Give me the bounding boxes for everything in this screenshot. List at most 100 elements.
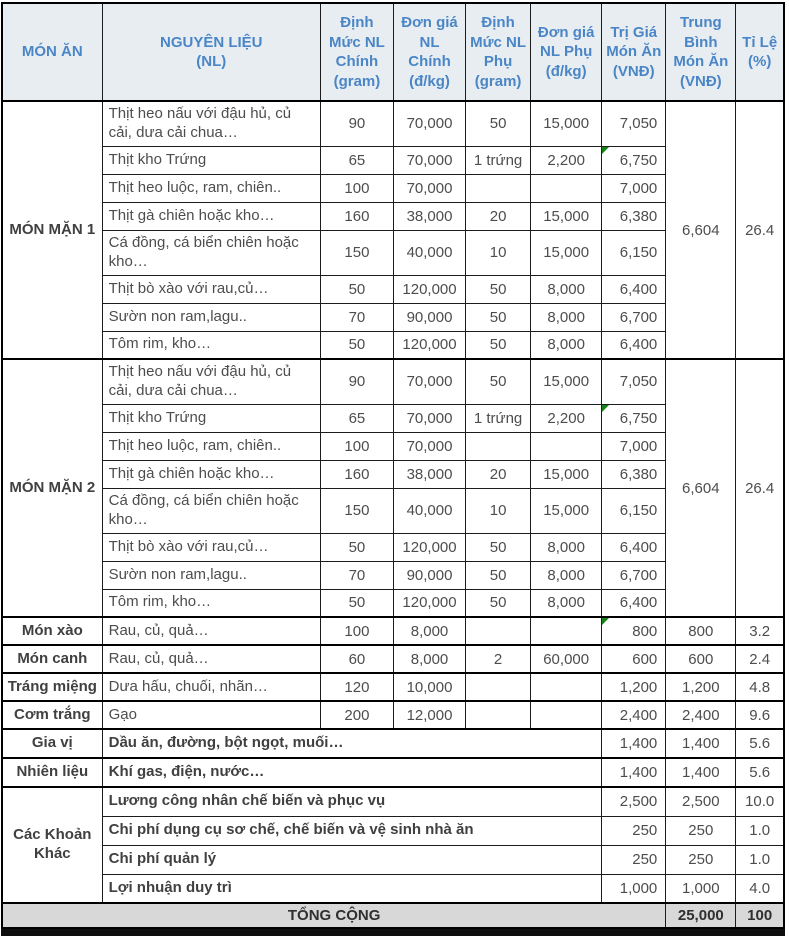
dish-value-cell[interactable]: 1,200: [601, 672, 667, 702]
main-price-cell[interactable]: 90,000: [392, 560, 467, 590]
dish-value-cell[interactable]: 2,400: [601, 700, 667, 730]
main-qty-cell[interactable]: 150: [319, 487, 394, 534]
dish-value-cell[interactable]: 2,500: [601, 786, 667, 817]
main-qty-cell[interactable]: 50: [319, 588, 394, 618]
dish-value-cell[interactable]: 1,400: [601, 757, 667, 788]
average-cell[interactable]: 250: [665, 844, 737, 875]
sub-price-cell[interactable]: 8,000: [530, 532, 603, 562]
main-price-cell[interactable]: 70,000: [392, 145, 467, 175]
main-price-cell[interactable]: 70,000: [392, 431, 467, 461]
average-cell[interactable]: 800: [665, 616, 737, 646]
dish-value-cell[interactable]: 6,400: [601, 274, 667, 304]
ratio-cell[interactable]: 9.6: [735, 700, 785, 730]
average-cell[interactable]: 250: [665, 815, 737, 846]
main-price-cell[interactable]: 40,000: [392, 487, 467, 534]
main-qty-cell[interactable]: 50: [319, 330, 394, 360]
main-qty-cell[interactable]: 60: [319, 644, 394, 674]
ingredient-cell[interactable]: Thịt kho Trứng: [101, 145, 321, 175]
dish-value-cell[interactable]: 6,400: [601, 532, 667, 562]
ratio-cell[interactable]: 26.4: [735, 358, 785, 618]
description-cell[interactable]: Khí gas, điện, nước…: [101, 757, 603, 788]
main-price-cell[interactable]: 120,000: [392, 532, 467, 562]
total-ratio-cell[interactable]: 100: [735, 902, 785, 929]
column-header-3[interactable]: Định Mức NL Chính (gram): [319, 2, 394, 102]
main-price-cell[interactable]: 70,000: [392, 173, 467, 203]
column-header-6[interactable]: Đơn giá NL Phụ (đ/kg): [530, 2, 603, 102]
column-header-1[interactable]: MÓN ĂN: [1, 2, 103, 102]
sub-price-cell[interactable]: 8,000: [530, 560, 603, 590]
column-header-4[interactable]: Đơn giá NL Chính (đ/kg): [392, 2, 467, 102]
dish-value-cell[interactable]: 250: [601, 844, 667, 875]
ingredient-cell[interactable]: Thịt bò xào với rau,củ…: [101, 274, 321, 304]
dish-cell[interactable]: Cơm trắng: [1, 700, 103, 730]
dish-value-cell[interactable]: 6,700: [601, 302, 667, 332]
sub-qty-cell[interactable]: 50: [465, 588, 532, 618]
sub-qty-cell[interactable]: [465, 700, 532, 730]
dish-value-cell[interactable]: 1,000: [601, 873, 667, 904]
average-cell[interactable]: 1,200: [665, 672, 737, 702]
dish-value-cell[interactable]: 6,400: [601, 330, 667, 360]
main-qty-cell[interactable]: 65: [319, 403, 394, 433]
ingredient-cell[interactable]: Tôm rim, kho…: [101, 330, 321, 360]
average-cell[interactable]: 6,604: [665, 358, 737, 618]
ingredient-cell[interactable]: Thịt heo luộc, ram, chiên..: [101, 173, 321, 203]
dish-value-cell[interactable]: 7,050: [601, 100, 667, 147]
sub-price-cell[interactable]: 15,000: [530, 487, 603, 534]
sub-price-cell[interactable]: [530, 173, 603, 203]
column-header-9[interactable]: Tỉ Lệ (%): [735, 2, 785, 102]
ratio-cell[interactable]: 26.4: [735, 100, 785, 360]
sub-price-cell[interactable]: 15,000: [530, 229, 603, 276]
total-label-cell[interactable]: TỔNG CỘNG: [1, 902, 667, 929]
ingredient-cell[interactable]: Rau, củ, quả…: [101, 616, 321, 646]
ingredient-cell[interactable]: Rau, củ, quả…: [101, 644, 321, 674]
dish-cell[interactable]: Gia vị: [1, 728, 103, 759]
dish-cell[interactable]: Món xào: [1, 616, 103, 646]
sub-qty-cell[interactable]: 50: [465, 358, 532, 405]
sub-price-cell[interactable]: 2,200: [530, 145, 603, 175]
main-price-cell[interactable]: 120,000: [392, 274, 467, 304]
main-price-cell[interactable]: 10,000: [392, 672, 467, 702]
main-price-cell[interactable]: 120,000: [392, 588, 467, 618]
ratio-cell[interactable]: 1.0: [735, 844, 785, 875]
average-cell[interactable]: 1,400: [665, 728, 737, 759]
description-cell[interactable]: Chi phí dụng cụ sơ chế, chế biến và vệ s…: [101, 815, 603, 846]
main-qty-cell[interactable]: 200: [319, 700, 394, 730]
main-qty-cell[interactable]: 160: [319, 201, 394, 231]
ratio-cell[interactable]: 2.4: [735, 644, 785, 674]
column-header-7[interactable]: Trị Giá Món Ăn (VNĐ): [601, 2, 667, 102]
dish-value-cell[interactable]: 7,000: [601, 173, 667, 203]
column-header-5[interactable]: Định Mức NL Phụ (gram): [465, 2, 532, 102]
ingredient-cell[interactable]: Sườn non ram,lagu..: [101, 302, 321, 332]
main-qty-cell[interactable]: 70: [319, 560, 394, 590]
dish-cell[interactable]: MÓN MẶN 2: [1, 358, 103, 618]
sub-price-cell[interactable]: [530, 431, 603, 461]
average-cell[interactable]: 600: [665, 644, 737, 674]
sub-qty-cell[interactable]: 10: [465, 229, 532, 276]
sub-qty-cell[interactable]: 50: [465, 100, 532, 147]
main-price-cell[interactable]: 70,000: [392, 403, 467, 433]
dish-value-cell[interactable]: 6,380: [601, 459, 667, 489]
main-price-cell[interactable]: 70,000: [392, 100, 467, 147]
dish-value-cell[interactable]: 800: [601, 616, 667, 646]
ingredient-cell[interactable]: Sườn non ram,lagu..: [101, 560, 321, 590]
ratio-cell[interactable]: 5.6: [735, 757, 785, 788]
sub-price-cell[interactable]: 2,200: [530, 403, 603, 433]
main-qty-cell[interactable]: 100: [319, 616, 394, 646]
column-header-8[interactable]: Trung Bình Món Ăn (VNĐ): [665, 2, 737, 102]
average-cell[interactable]: 2,400: [665, 700, 737, 730]
main-qty-cell[interactable]: 65: [319, 145, 394, 175]
main-qty-cell[interactable]: 90: [319, 100, 394, 147]
main-qty-cell[interactable]: 50: [319, 532, 394, 562]
main-qty-cell[interactable]: 100: [319, 431, 394, 461]
main-qty-cell[interactable]: 120: [319, 672, 394, 702]
sub-price-cell[interactable]: [530, 700, 603, 730]
average-cell[interactable]: 1,000: [665, 873, 737, 904]
sub-qty-cell[interactable]: 20: [465, 459, 532, 489]
sub-price-cell[interactable]: [530, 672, 603, 702]
ratio-cell[interactable]: 1.0: [735, 815, 785, 846]
dish-value-cell[interactable]: 7,000: [601, 431, 667, 461]
ingredient-cell[interactable]: Gạo: [101, 700, 321, 730]
sub-qty-cell[interactable]: 50: [465, 560, 532, 590]
description-cell[interactable]: Chi phí quản lý: [101, 844, 603, 875]
main-price-cell[interactable]: 40,000: [392, 229, 467, 276]
